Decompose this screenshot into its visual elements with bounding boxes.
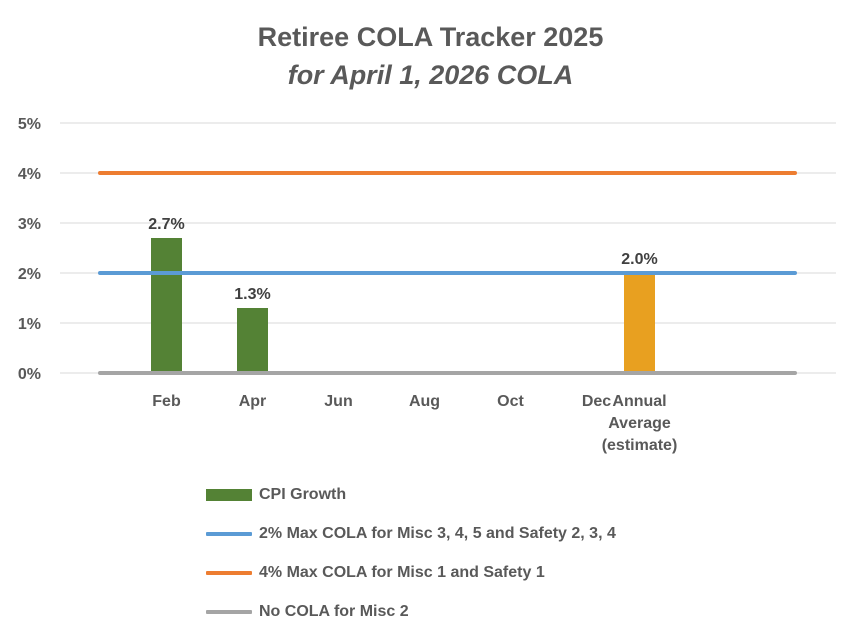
legend-label-cpi-growth: CPI Growth (259, 486, 347, 503)
legend-label-2pct-max: 2% Max COLA for Misc 3, 4, 5 and Safety … (259, 525, 616, 542)
y-tick-label: 0% (18, 366, 41, 383)
x-tick-label: Aug (409, 393, 440, 410)
x-tick-label: Dec (582, 393, 611, 410)
legend-swatch-cpi-growth (206, 489, 252, 501)
data-label: 2.7% (148, 216, 184, 233)
y-tick-label: 5% (18, 116, 41, 133)
y-tick-label: 3% (18, 216, 41, 233)
y-tick-label: 1% (18, 316, 41, 333)
legend: CPI Growth 2% Max COLA for Misc 3, 4, 5 … (206, 482, 616, 638)
y-tick-label: 4% (18, 166, 41, 183)
legend-item-4pct-max: 4% Max COLA for Misc 1 and Safety 1 (206, 560, 616, 586)
legend-swatch-2pct-max (206, 532, 252, 536)
y-tick-label: 2% (18, 266, 41, 283)
legend-label-4pct-max: 4% Max COLA for Misc 1 and Safety 1 (259, 564, 545, 581)
legend-swatch-4pct-max (206, 571, 252, 575)
legend-item-no-cola: No COLA for Misc 2 (206, 599, 616, 625)
chart-title: Retiree COLA Tracker 2025 (257, 22, 604, 52)
chart-subtitle: for April 1, 2026 COLA (287, 60, 574, 90)
x-tick-label: Average (608, 415, 671, 432)
legend-label-no-cola: No COLA for Misc 2 (259, 603, 409, 620)
x-tick-label: Feb (152, 393, 181, 410)
legend-swatch-no-cola (206, 610, 252, 614)
bar (624, 273, 655, 373)
legend-item-2pct-max: 2% Max COLA for Misc 3, 4, 5 and Safety … (206, 521, 616, 547)
x-tick-label: (estimate) (602, 437, 678, 454)
x-tick-label: Jun (324, 393, 352, 410)
x-tick-label: Annual (612, 393, 666, 410)
x-tick-label: Oct (497, 393, 524, 410)
bar (237, 308, 268, 373)
bar (151, 238, 182, 373)
x-tick-label: Apr (239, 393, 267, 410)
data-label: 2.0% (621, 251, 657, 268)
legend-item-cpi-growth: CPI Growth (206, 482, 616, 508)
chart-plot: 0% 1% 2% 3% 4% 5% 2.7% 1.3% 2.0% Feb Apr Jun Aug Oct D… (18, 116, 836, 454)
data-label: 1.3% (234, 286, 270, 303)
